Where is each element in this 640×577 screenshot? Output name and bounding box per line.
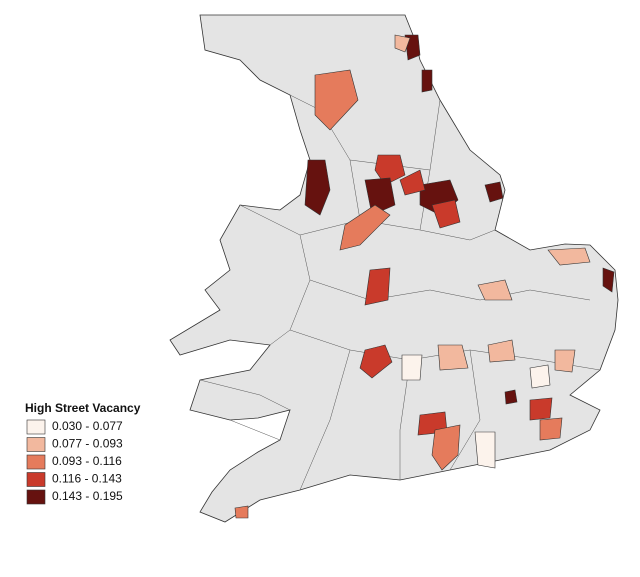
legend-label: 0.116 - 0.143 <box>52 472 122 486</box>
district <box>359 344 393 379</box>
district <box>554 349 576 373</box>
legend-label: 0.077 - 0.093 <box>52 437 123 451</box>
legend-swatch <box>26 419 46 435</box>
district <box>474 431 496 469</box>
district <box>431 424 461 471</box>
legend: High Street Vacancy 0.030 - 0.077 0.077 -… <box>25 401 141 505</box>
district <box>487 339 516 363</box>
district <box>431 199 461 229</box>
england-wales <box>169 14 619 523</box>
district <box>394 34 411 53</box>
legend-swatch <box>26 437 46 452</box>
district <box>234 505 249 519</box>
district <box>437 344 469 371</box>
district <box>339 204 391 251</box>
district <box>529 397 553 421</box>
legend-swatch <box>26 454 46 470</box>
district <box>421 69 433 93</box>
district <box>484 181 504 203</box>
districts <box>234 34 615 519</box>
legend-swatch <box>26 472 46 487</box>
district <box>374 154 406 186</box>
district <box>602 267 615 293</box>
district <box>547 247 591 266</box>
district <box>364 267 391 306</box>
legend-swatch <box>26 489 46 505</box>
legend-label: 0.030 - 0.077 <box>52 419 123 433</box>
legend-label: 0.143 - 0.195 <box>52 489 123 503</box>
district <box>401 354 423 381</box>
district <box>314 69 359 131</box>
district <box>529 364 551 389</box>
district <box>477 279 513 301</box>
district <box>399 169 426 196</box>
legend-title: High Street Vacancy <box>25 401 141 415</box>
district <box>539 417 563 441</box>
district <box>364 177 396 216</box>
land <box>169 14 619 523</box>
district <box>304 159 331 216</box>
legend-label: 0.093 - 0.116 <box>52 454 122 468</box>
district <box>504 389 518 405</box>
